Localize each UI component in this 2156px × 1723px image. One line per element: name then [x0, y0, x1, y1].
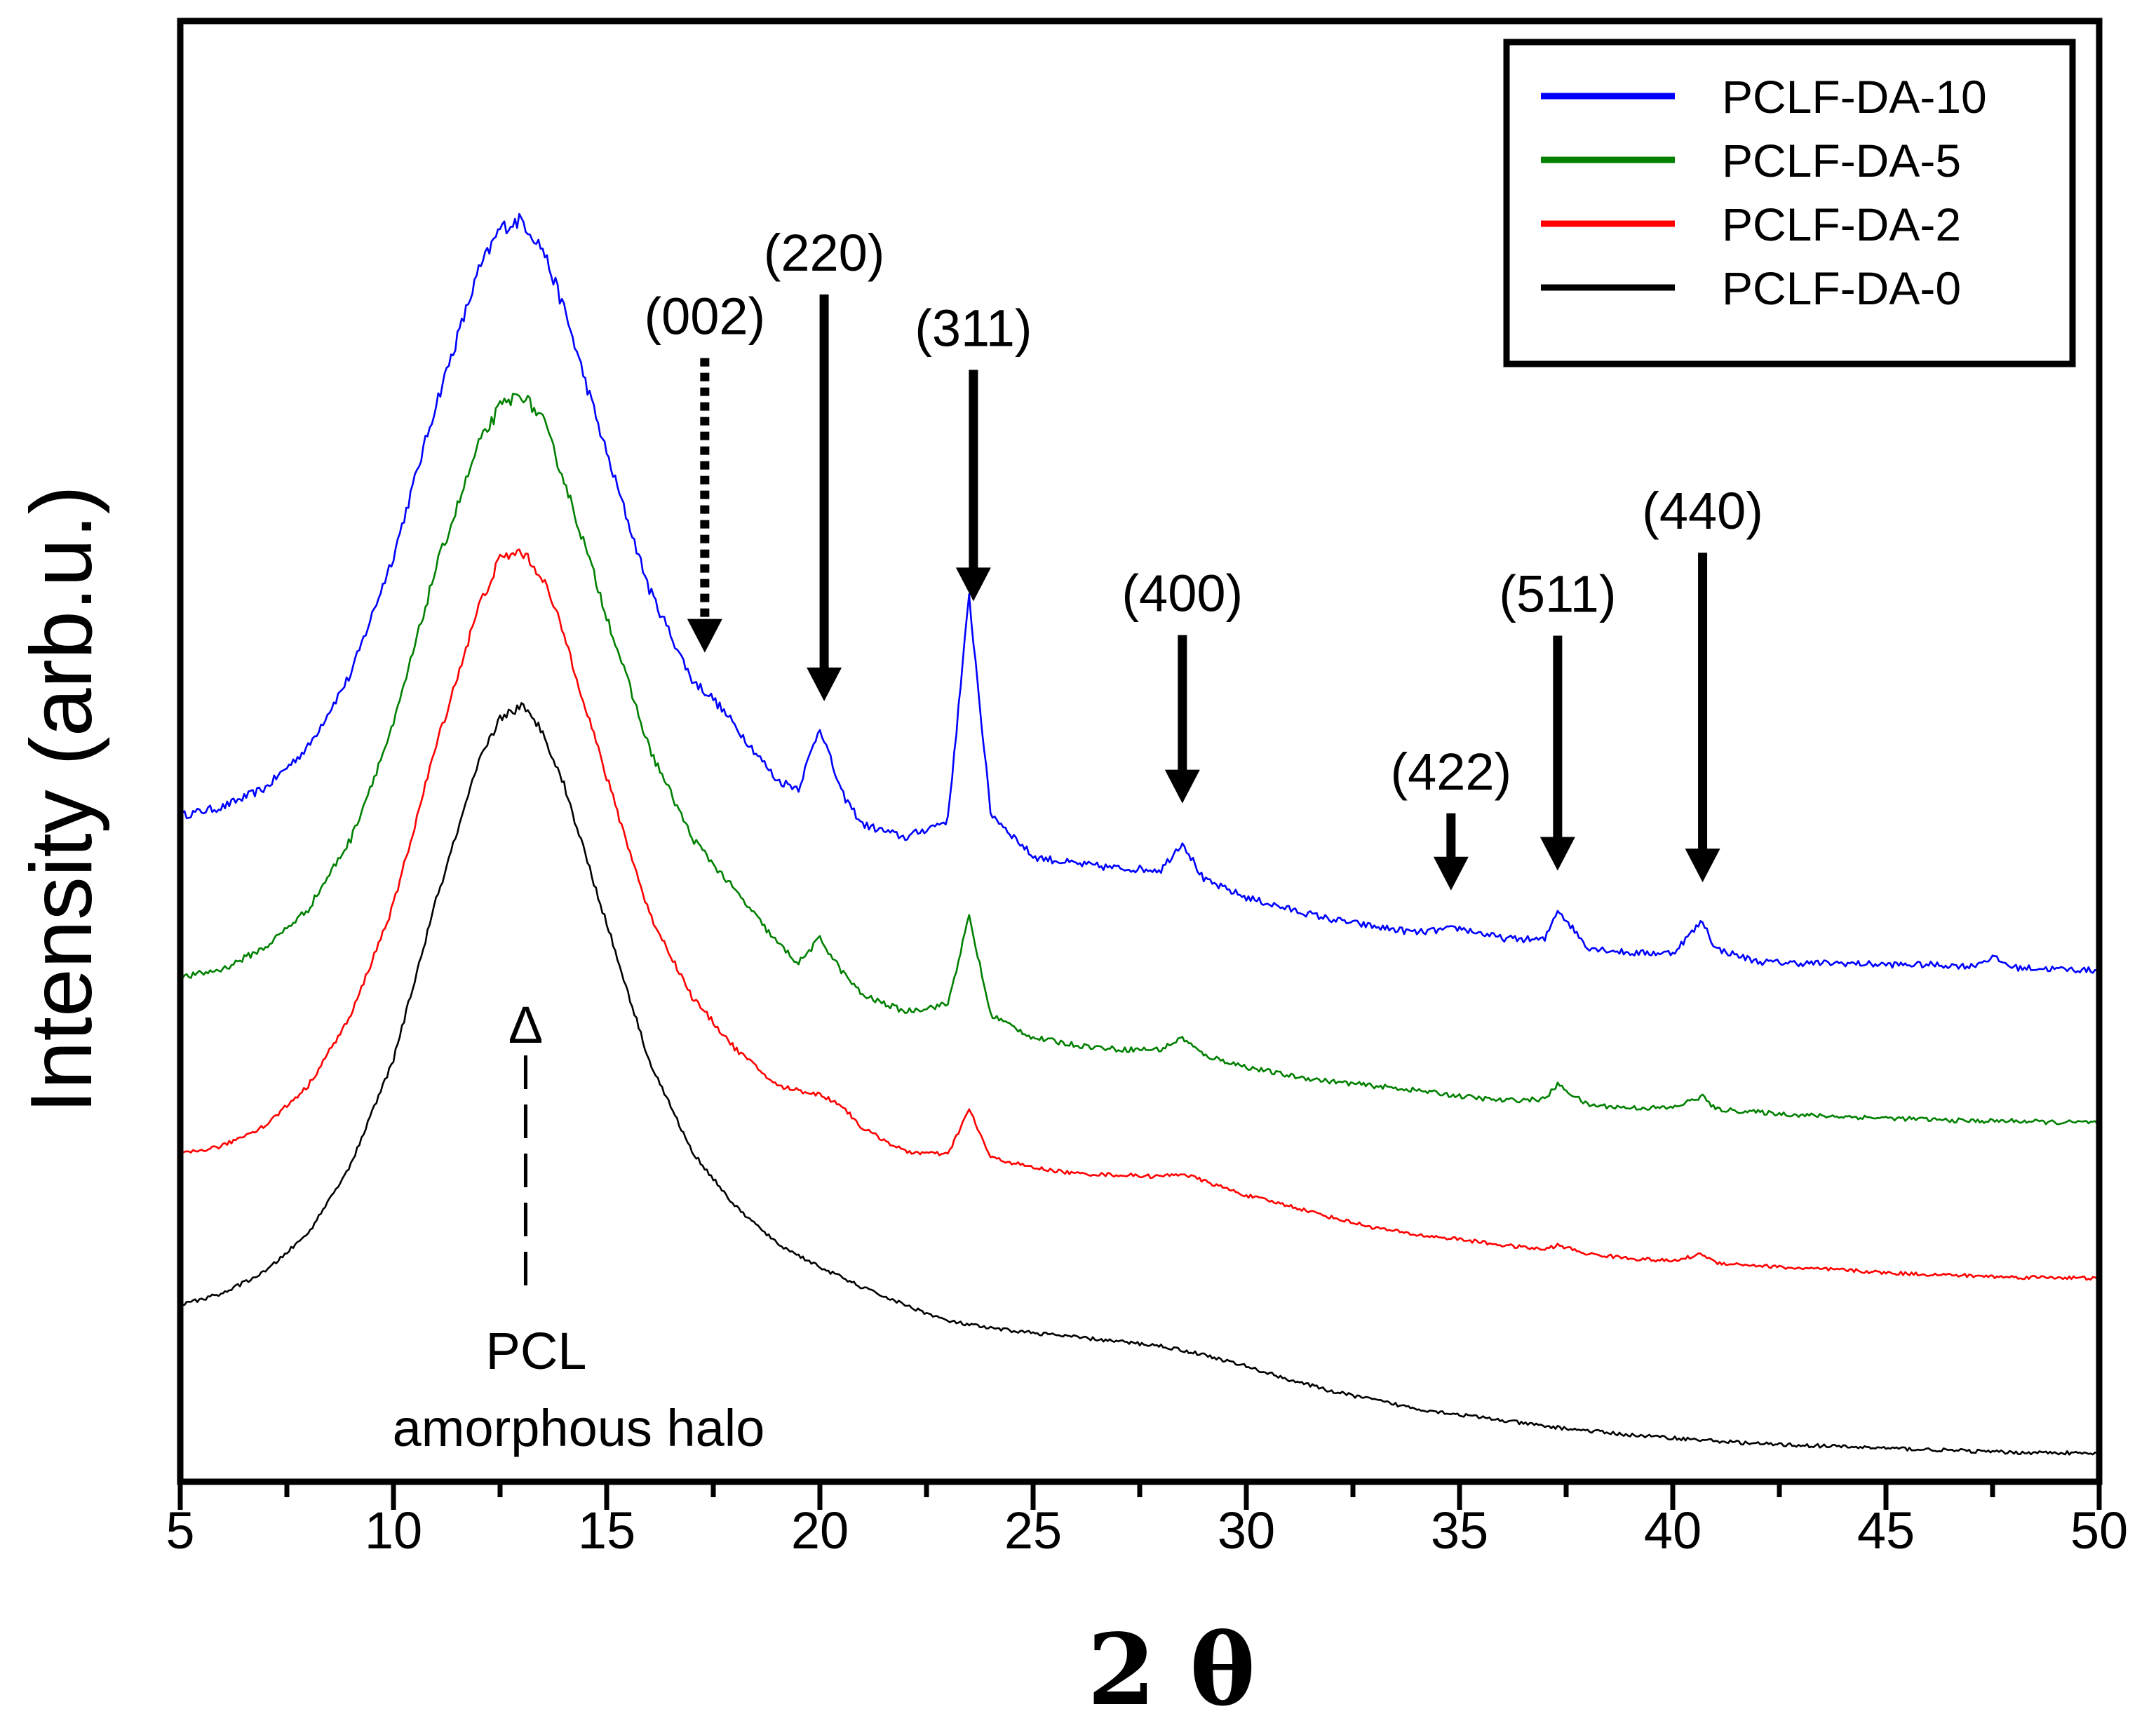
halo-annotation: Δ PCL amorphous halo	[393, 996, 765, 1457]
peak-arrow-head	[807, 667, 842, 701]
legend-label: PCLF-DA-0	[1722, 262, 1961, 314]
x-axis-tick-labels: 5 10 15 20 25 30 35 40 45 50	[166, 1501, 2128, 1560]
series-line-pclf-da-2	[180, 548, 2100, 1281]
peak-label: (511)	[1499, 565, 1616, 623]
halo-label-line2: amorphous halo	[393, 1399, 765, 1457]
peak-label: (422)	[1390, 743, 1511, 801]
peak-label: (440)	[1642, 482, 1763, 540]
series-line-pclf-da-5	[180, 393, 2101, 1126]
peak-arrow-head	[1433, 856, 1469, 891]
legend: PCLF-DA-10 PCLF-DA-5 PCLF-DA-2 PCLF-DA-0	[1503, 39, 2076, 367]
peak-arrow-head	[1164, 769, 1200, 804]
peak-annotation: (422)	[1390, 743, 1511, 891]
peak-label: (002)	[644, 288, 765, 346]
peak-annotation: (440)	[1642, 482, 1763, 883]
annotation-layer: (002) (220) (311) (400) (422) (511) (440) Δ PCL a…	[393, 224, 1763, 1457]
y-axis-title: Intensity (arb.u.)	[13, 485, 110, 1114]
x-tick-label: 5	[166, 1501, 194, 1560]
peak-annotation: (002)	[644, 288, 765, 653]
peak-annotation: (511)	[1499, 565, 1616, 871]
peak-annotation: (400)	[1121, 565, 1243, 804]
peak-arrow-head	[955, 567, 991, 602]
x-tick-label: 45	[1857, 1501, 1915, 1560]
x-tick-label: 40	[1644, 1501, 1702, 1560]
peak-annotation: (220)	[764, 224, 885, 701]
peak-arrow-head	[1685, 849, 1720, 883]
legend-label: PCLF-DA-10	[1722, 71, 1987, 123]
x-tick-label: 10	[365, 1501, 422, 1560]
x-tick-label: 30	[1218, 1501, 1275, 1560]
series-line-pclf-da-0	[180, 702, 2100, 1456]
peak-label: (400)	[1121, 565, 1243, 623]
peak-label: (311)	[915, 299, 1032, 357]
legend-label: PCLF-DA-2	[1722, 198, 1961, 250]
x-axis-title: 2 θ	[1087, 1613, 1255, 1723]
series-layer	[179, 212, 2101, 1456]
x-tick-label: 50	[2070, 1501, 2128, 1560]
x-axis-ticks	[177, 1482, 2102, 1510]
x-tick-label: 25	[1004, 1501, 1062, 1560]
peak-arrow-head	[687, 619, 722, 653]
halo-symbol: Δ	[508, 996, 543, 1054]
x-tick-label: 35	[1431, 1501, 1488, 1560]
x-tick-label: 20	[791, 1501, 849, 1560]
legend-label: PCLF-DA-5	[1722, 135, 1961, 187]
series-line-pclf-da-10	[179, 212, 2100, 974]
x-tick-label: 15	[578, 1501, 635, 1560]
peak-arrow-head	[1539, 837, 1575, 871]
peak-annotation: (311)	[915, 299, 1032, 602]
halo-label-line1: PCL	[486, 1322, 587, 1380]
peak-label: (220)	[764, 224, 885, 282]
